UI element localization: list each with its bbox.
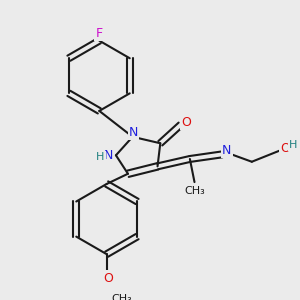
Text: N: N	[129, 126, 138, 139]
Text: H: H	[289, 140, 298, 150]
Text: CH₃: CH₃	[184, 186, 205, 196]
Text: CH₃: CH₃	[111, 293, 132, 300]
Text: O: O	[181, 116, 191, 128]
Text: N: N	[104, 149, 113, 162]
Text: O: O	[103, 272, 113, 285]
Text: O: O	[280, 142, 290, 155]
Text: F: F	[96, 27, 103, 40]
Text: N: N	[222, 144, 232, 157]
Text: H: H	[96, 152, 104, 162]
